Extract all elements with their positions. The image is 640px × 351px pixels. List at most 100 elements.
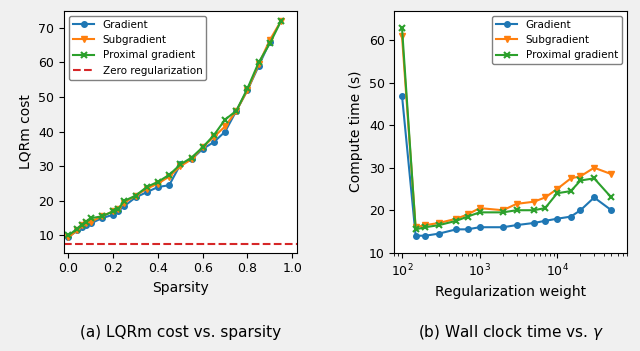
Proximal gradient — [221, 117, 229, 122]
Proximal gradient — [513, 208, 520, 212]
Proximal gradient — [132, 193, 140, 198]
Proximal gradient — [98, 214, 106, 218]
Gradient — [577, 208, 584, 212]
Proximal gradient — [165, 173, 173, 177]
Subgradient — [567, 176, 575, 180]
Proximal gradient — [412, 227, 419, 231]
Proximal gradient — [541, 206, 549, 210]
Subgradient — [109, 209, 117, 213]
Line: Subgradient: Subgradient — [65, 18, 285, 241]
Gradient — [452, 227, 460, 231]
Gradient — [513, 223, 520, 227]
Proximal gradient — [78, 223, 86, 227]
Subgradient — [266, 38, 274, 42]
Subgradient — [513, 202, 520, 206]
Subgradient — [188, 157, 195, 161]
Subgradient — [78, 223, 86, 227]
Gradient — [78, 225, 86, 229]
Gradient — [412, 234, 419, 238]
Gradient — [199, 147, 207, 151]
Proximal gradient — [464, 214, 472, 219]
Proximal gradient — [255, 60, 262, 65]
Gradient — [132, 195, 140, 199]
Proximal gradient — [210, 133, 218, 137]
Line: Proximal gradient: Proximal gradient — [399, 24, 615, 233]
X-axis label: Regularization weight: Regularization weight — [435, 285, 586, 299]
Subgradient — [143, 187, 150, 191]
Gradient — [232, 109, 240, 113]
Proximal gradient — [65, 233, 72, 238]
Proximal gradient — [577, 178, 584, 183]
Subgradient — [607, 172, 615, 176]
Proximal gradient — [554, 191, 561, 196]
Line: Gradient: Gradient — [399, 93, 614, 238]
Line: Proximal gradient: Proximal gradient — [65, 18, 285, 239]
Gradient — [65, 235, 72, 239]
Subgradient — [590, 166, 598, 170]
Proximal gradient — [530, 208, 538, 212]
Subgradient — [255, 62, 262, 66]
Proximal gradient — [590, 176, 598, 180]
Subgradient — [132, 193, 140, 198]
Legend: Gradient, Subgradient, Proximal gradient, Zero regularization: Gradient, Subgradient, Proximal gradient… — [69, 16, 207, 80]
Proximal gradient — [188, 155, 195, 160]
Proximal gradient — [567, 189, 575, 193]
Subgradient — [232, 109, 240, 113]
Gradient — [541, 219, 549, 223]
Proximal gradient — [83, 219, 90, 224]
Subgradient — [464, 212, 472, 217]
Subgradient — [65, 235, 72, 239]
Subgradient — [577, 174, 584, 178]
Gradient — [554, 217, 561, 221]
Subgradient — [165, 174, 173, 179]
Gradient — [244, 88, 252, 92]
Line: Subgradient: Subgradient — [399, 33, 615, 231]
Gradient — [266, 40, 274, 44]
Proximal gradient — [87, 216, 95, 220]
Subgradient — [277, 19, 285, 23]
Subgradient — [554, 187, 561, 191]
Subgradient — [530, 200, 538, 204]
Line: Gradient: Gradient — [66, 39, 273, 240]
Gradient — [255, 64, 262, 68]
Gradient — [177, 163, 184, 167]
Proximal gradient — [607, 196, 615, 200]
Proximal gradient — [452, 219, 460, 223]
Proximal gradient — [398, 25, 406, 29]
Proximal gradient — [266, 41, 274, 46]
Subgradient — [199, 145, 207, 149]
Gradient — [98, 216, 106, 220]
Gradient — [567, 214, 575, 219]
Subgradient — [499, 208, 507, 212]
Subgradient — [476, 206, 483, 210]
Gradient — [476, 225, 483, 229]
Gradient — [422, 234, 429, 238]
Gradient — [221, 130, 229, 134]
Proximal gradient — [109, 209, 117, 213]
Proximal gradient — [244, 86, 252, 91]
Gradient — [74, 228, 81, 232]
Proximal gradient — [476, 210, 483, 214]
Proximal gradient — [499, 210, 507, 214]
Subgradient — [74, 228, 81, 232]
Gradient — [114, 209, 122, 213]
Gradient — [109, 213, 117, 217]
Gradient — [590, 196, 598, 200]
Subgradient — [177, 164, 184, 168]
Proximal gradient — [422, 225, 429, 229]
Proximal gradient — [74, 226, 81, 231]
Legend: Gradient, Subgradient, Proximal gradient: Gradient, Subgradient, Proximal gradient — [492, 16, 622, 65]
Gradient — [188, 157, 195, 161]
Proximal gradient — [120, 199, 128, 203]
Text: (a) LQRm cost vs. sparsity: (a) LQRm cost vs. sparsity — [80, 325, 281, 340]
Subgradient — [221, 124, 229, 128]
Subgradient — [120, 200, 128, 205]
Proximal gradient — [143, 185, 150, 189]
Gradient — [83, 223, 90, 227]
Subgradient — [422, 223, 429, 227]
Gradient — [464, 227, 472, 231]
Subgradient — [398, 34, 406, 38]
Subgradient — [114, 207, 122, 212]
Text: (b) Wall clock time vs. $\gamma$: (b) Wall clock time vs. $\gamma$ — [418, 323, 604, 342]
Gradient — [210, 140, 218, 144]
